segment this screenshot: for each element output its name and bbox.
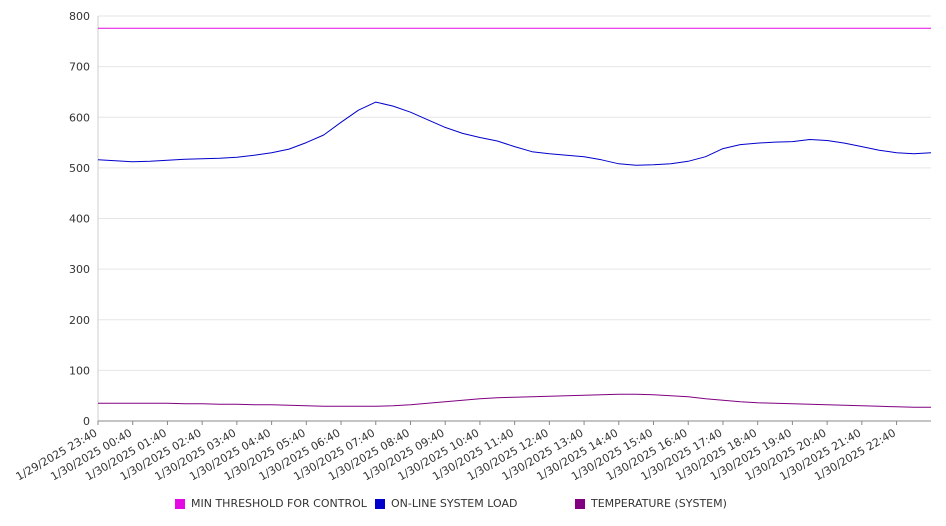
x-tick-labels: 1/29/2025 23:401/30/2025 00:401/30/2025 … <box>14 426 898 483</box>
y-tick-label: 800 <box>69 10 90 23</box>
y-tick-label: 400 <box>69 213 90 226</box>
legend-swatch-system-load <box>375 498 385 509</box>
legend-swatch-temperature <box>575 498 585 509</box>
y-tick-label: 0 <box>83 415 90 428</box>
axes <box>97 16 931 425</box>
legend-item-temperature: TEMPERATURE (SYSTEM) <box>575 497 727 510</box>
legend-label-system-load: ON-LINE SYSTEM LOAD <box>391 497 518 510</box>
y-tick-labels: 0 100 200 300 400 500 600 700 800 <box>69 10 90 428</box>
y-tick-label: 100 <box>69 364 90 377</box>
y-tick-label: 600 <box>69 111 90 124</box>
y-tick-label: 300 <box>69 263 90 276</box>
series-lines <box>97 27 932 408</box>
series-line-2 <box>98 393 931 408</box>
grid-lines <box>98 15 931 422</box>
y-tick-label: 500 <box>69 162 90 175</box>
legend-label-min-threshold: MIN THRESHOLD FOR CONTROL <box>191 497 367 510</box>
legend-item-system-load: ON-LINE SYSTEM LOAD <box>375 497 517 510</box>
legend-item-min-threshold: MIN THRESHOLD FOR CONTROL <box>175 497 367 510</box>
legend-swatch-min-threshold <box>175 498 185 509</box>
y-tick-label: 700 <box>69 61 90 74</box>
y-tick-label: 200 <box>69 314 90 327</box>
series-line-1 <box>97 101 932 166</box>
legend: MIN THRESHOLD FOR CONTROL ON-LINE SYSTEM… <box>0 497 946 515</box>
legend-label-temperature: TEMPERATURE (SYSTEM) <box>591 497 727 510</box>
